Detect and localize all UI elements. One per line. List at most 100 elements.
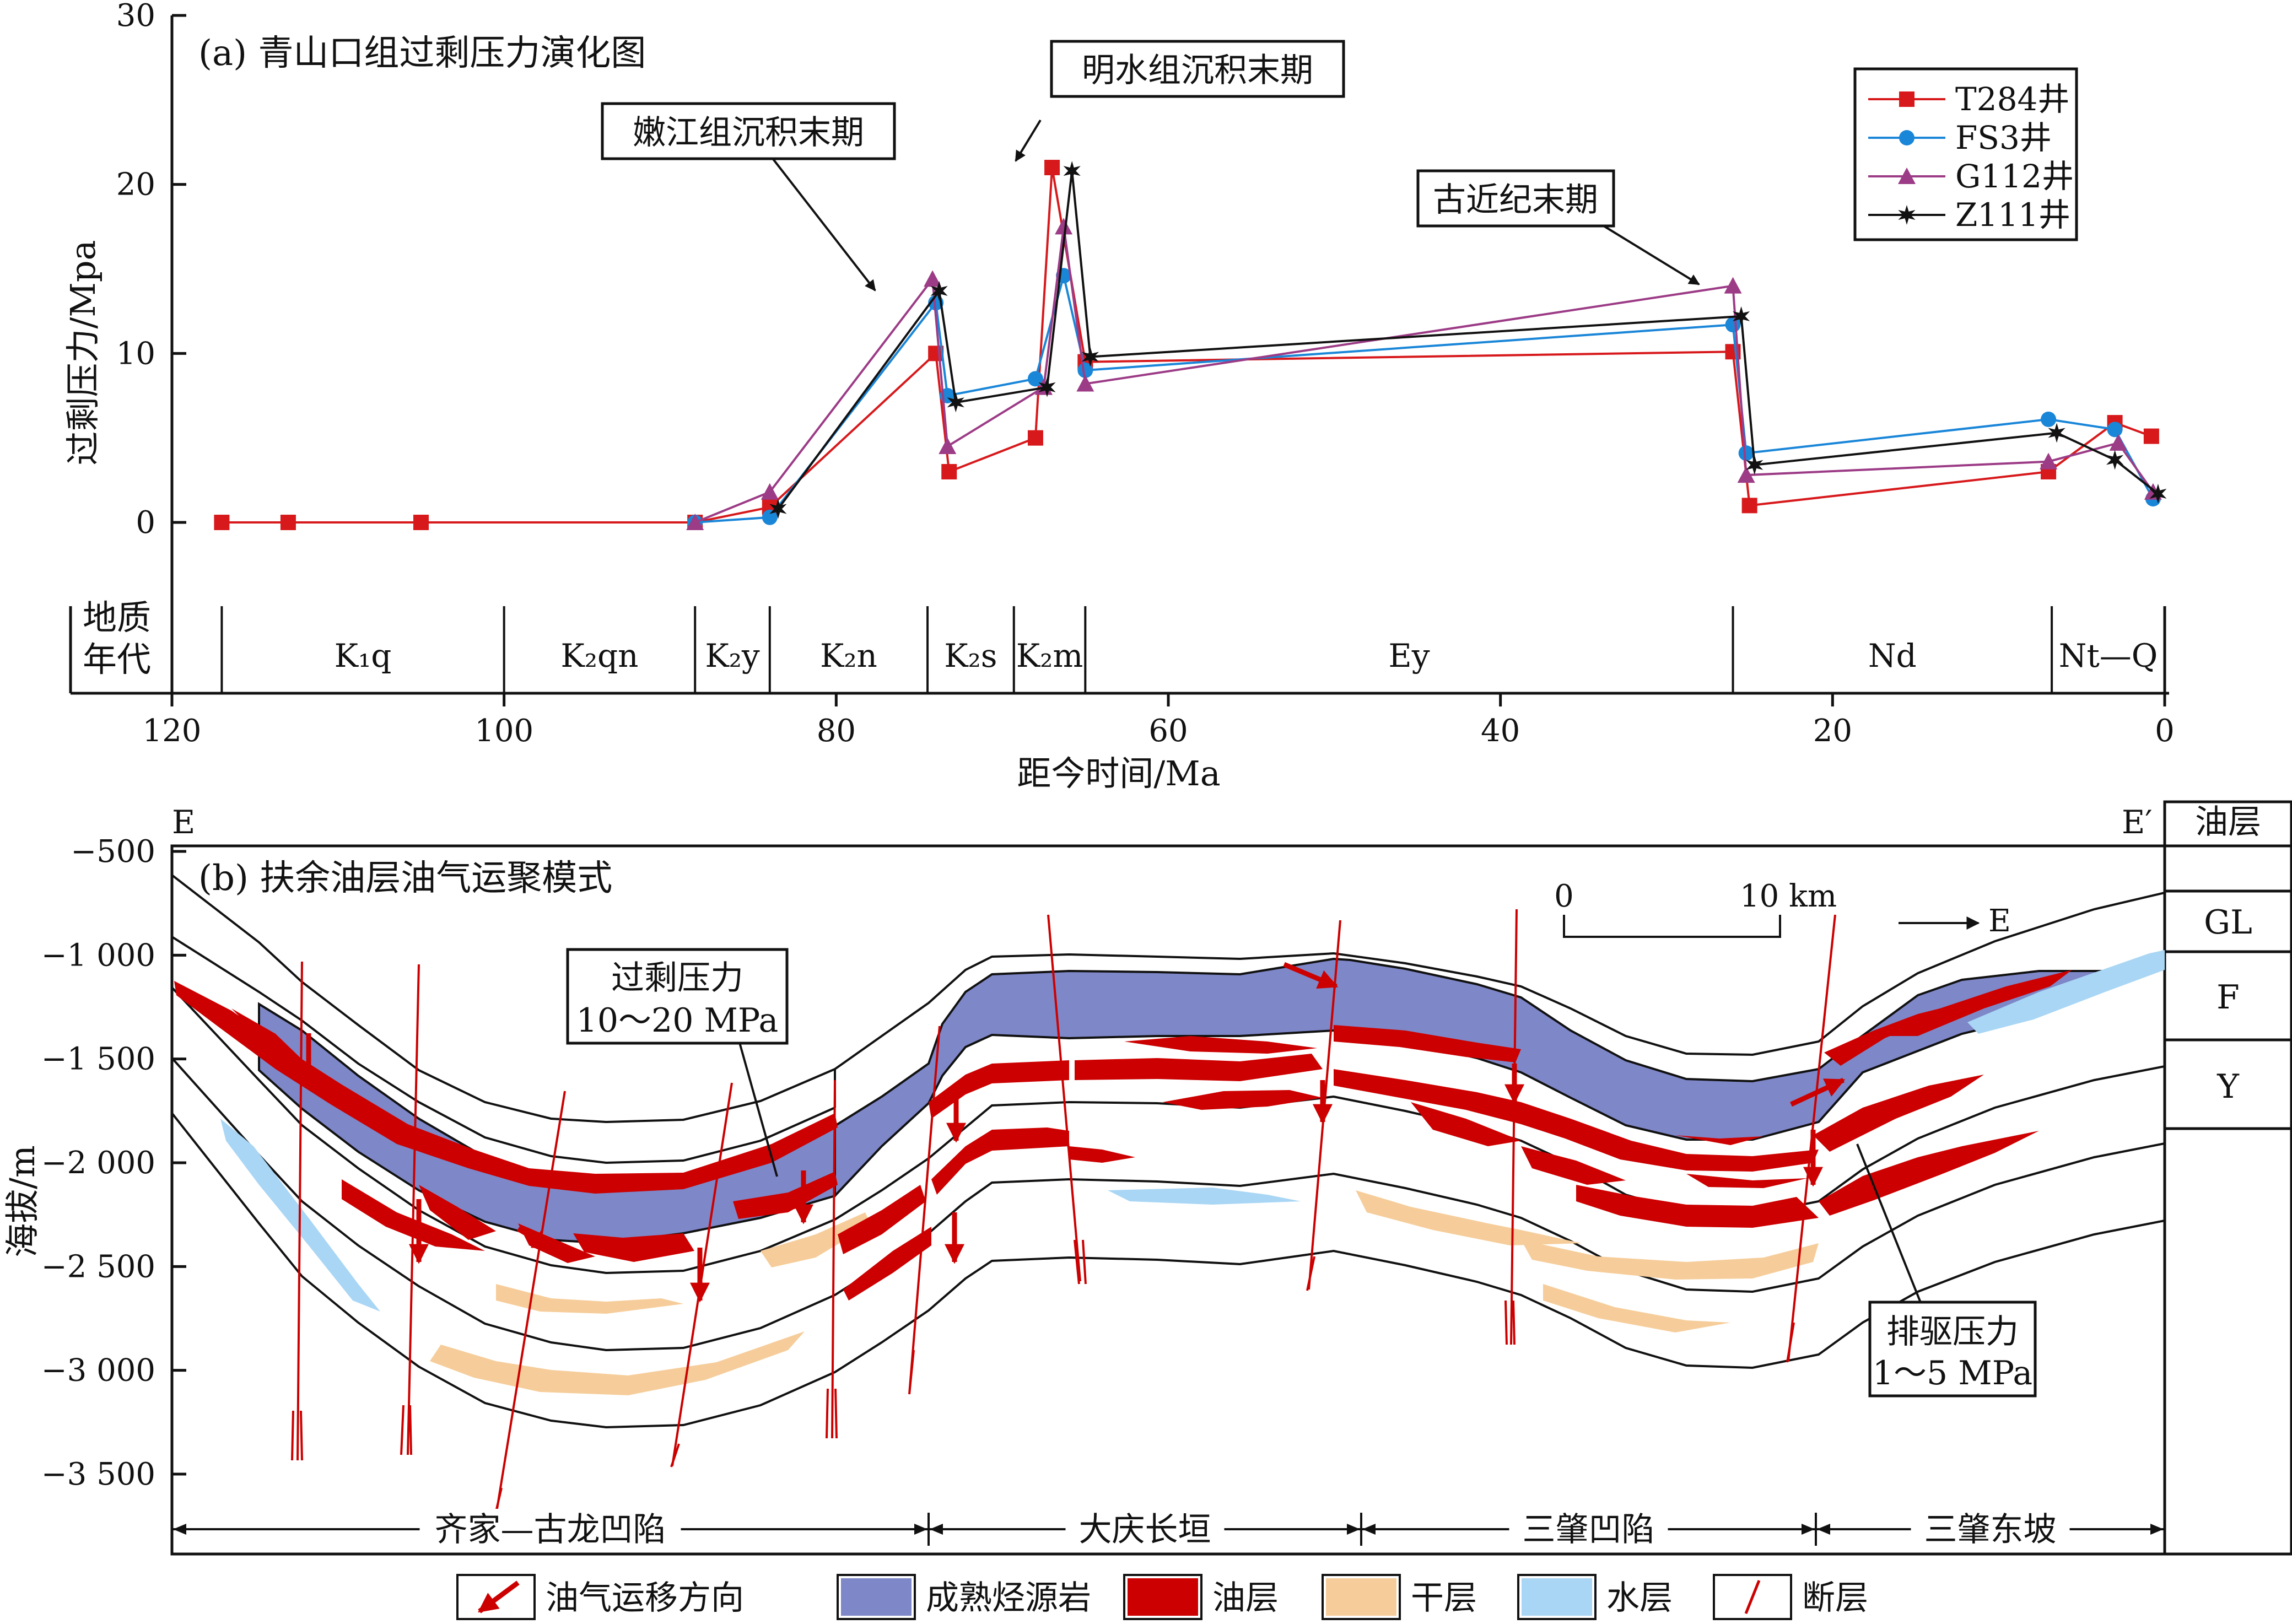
data-point (941, 464, 957, 479)
data-point (924, 270, 942, 287)
chart-title-a: (a) 青山口组过剩压力演化图 (198, 33, 646, 74)
data-point (1081, 347, 1099, 367)
x-axis-label-a: 距今时间/Ma (1017, 753, 1220, 794)
legend-swatch (841, 1578, 912, 1616)
data-point (1737, 466, 1755, 483)
data-point (1724, 277, 1742, 294)
oil-layer-column (2163, 800, 2292, 1556)
y-tick-label: 20 (116, 167, 155, 203)
x-tick-label: 120 (143, 713, 202, 749)
y-axis-label-b: 海拔/m (2, 1145, 42, 1258)
horizon-lines (172, 874, 2165, 1429)
data-point (214, 515, 230, 530)
scale-bar-end: 10 km (1740, 878, 1837, 914)
annotation-nenjiang-text: 嫩江组沉积末期 (633, 114, 864, 152)
callout-excess-pressure: 过剩压力 10～20 MPa (566, 948, 789, 1177)
y-tick-group: 0 10 20 30 (116, 0, 186, 541)
data-point (686, 514, 704, 530)
zone-label: 齐家—古龙凹陷 (435, 1510, 666, 1549)
period-header-line1: 地质 (83, 597, 151, 638)
data-point (1733, 306, 1750, 326)
oil-layer-header: 油层 (2195, 803, 2261, 841)
elevation-tick-label: −2 000 (41, 1145, 155, 1181)
chart-title-b: (b) 扶余油层油气运聚模式 (198, 858, 612, 899)
legend-item: 干层 (1322, 1574, 1477, 1620)
legend-label: 油气运移方向 (546, 1579, 744, 1617)
period-label: K₂m (1016, 637, 1083, 675)
data-point (1899, 91, 1915, 107)
legend-item: 水层 (1517, 1574, 1673, 1620)
data-point (2048, 423, 2066, 443)
data-point (1898, 168, 1916, 184)
data-point (1077, 363, 1093, 378)
data-point (1741, 498, 1757, 514)
elevation-tick-label: −1 500 (41, 1042, 155, 1077)
oil-layer-gl: GL (2204, 903, 2252, 942)
period-label: Ey (1388, 637, 1430, 675)
data-point (761, 483, 779, 500)
data-point (2143, 428, 2159, 444)
elevation-tick-label: −2 500 (41, 1249, 155, 1285)
data-point (1027, 430, 1043, 446)
data-point (1063, 161, 1081, 181)
data-point (939, 438, 957, 454)
y-tick-label: 30 (116, 0, 155, 34)
series-1 (687, 268, 2161, 530)
callout-displacement-pressure-title: 排驱压力 (1886, 1313, 2019, 1351)
period-label: Nd (1868, 637, 1917, 675)
data-point (1746, 455, 1764, 475)
data-point (1898, 205, 1916, 225)
series-3 (769, 161, 2167, 519)
legend-swatch (1522, 1578, 1592, 1616)
annotation-paleogene-text: 古近纪末期 (1433, 181, 1598, 219)
x-tick-label: 80 (817, 713, 856, 749)
data-point (2040, 452, 2058, 470)
period-label: K₂qn (560, 637, 638, 675)
data-point (930, 280, 948, 301)
structural-zones: 齐家—古龙凹陷 大庆长垣 三肇凹陷 三肇东坡 (171, 1509, 2166, 1550)
scale-bar-start: 0 (1554, 878, 1574, 914)
legend-label: 干层 (1411, 1579, 1477, 1617)
series-line (695, 275, 2154, 524)
legend-item: 断层 (1713, 1574, 1868, 1620)
annotation-nenjiang: 嫩江组沉积末期 (601, 102, 896, 292)
period-label: Nt—Q (2059, 637, 2158, 675)
data-point (769, 499, 787, 519)
period-label: K₁q (335, 637, 392, 675)
legend-item: 油层 (1123, 1574, 1279, 1620)
annotation-paleogene: 古近纪末期 (1416, 169, 1700, 285)
elevation-tick-label: −1 000 (41, 937, 155, 973)
x-tick-label: 20 (1813, 713, 1852, 749)
data-point (413, 515, 429, 530)
legend-label: 油层 (1212, 1579, 1279, 1617)
x-tick-label: 0 (2155, 713, 2175, 749)
migration-model-diagram: 油层 GL F Y E E′ (b) 扶余油层油气运聚模式 海拔/m −500−… (2, 800, 2292, 1620)
period-header-line2: 年代 (83, 639, 151, 679)
zone-label: 三肇凹陷 (1523, 1510, 1655, 1549)
data-point (762, 509, 778, 525)
data-point (1044, 160, 1060, 175)
legend-label: FS3井 (1955, 119, 2052, 157)
x-tick-label: 60 (1148, 713, 1188, 749)
data-point (2149, 483, 2167, 504)
arrow-icon (478, 1580, 520, 1614)
legend-swatch (1128, 1578, 1198, 1616)
elevation-tick-label: −3 500 (41, 1456, 155, 1492)
legend-label: 断层 (1802, 1579, 1868, 1617)
x-tick-label: 100 (474, 713, 533, 749)
legend-label: 成熟烃源岩 (926, 1579, 1091, 1617)
legend-label: G112井 (1955, 158, 2074, 195)
data-point (2106, 450, 2124, 470)
data-point (1738, 445, 1754, 461)
legend-b: 油气运移方向 成熟烃源岩 油层 干层 水层 断层 (456, 1574, 1868, 1620)
period-label: K₂n (820, 637, 877, 675)
data-point (280, 515, 296, 530)
data-point (1055, 218, 1073, 235)
elevation-tick-label: −500 (71, 834, 155, 870)
y-tick-label: 10 (116, 336, 155, 371)
data-point (947, 392, 964, 413)
zone-label: 大庆长垣 (1079, 1510, 1211, 1549)
